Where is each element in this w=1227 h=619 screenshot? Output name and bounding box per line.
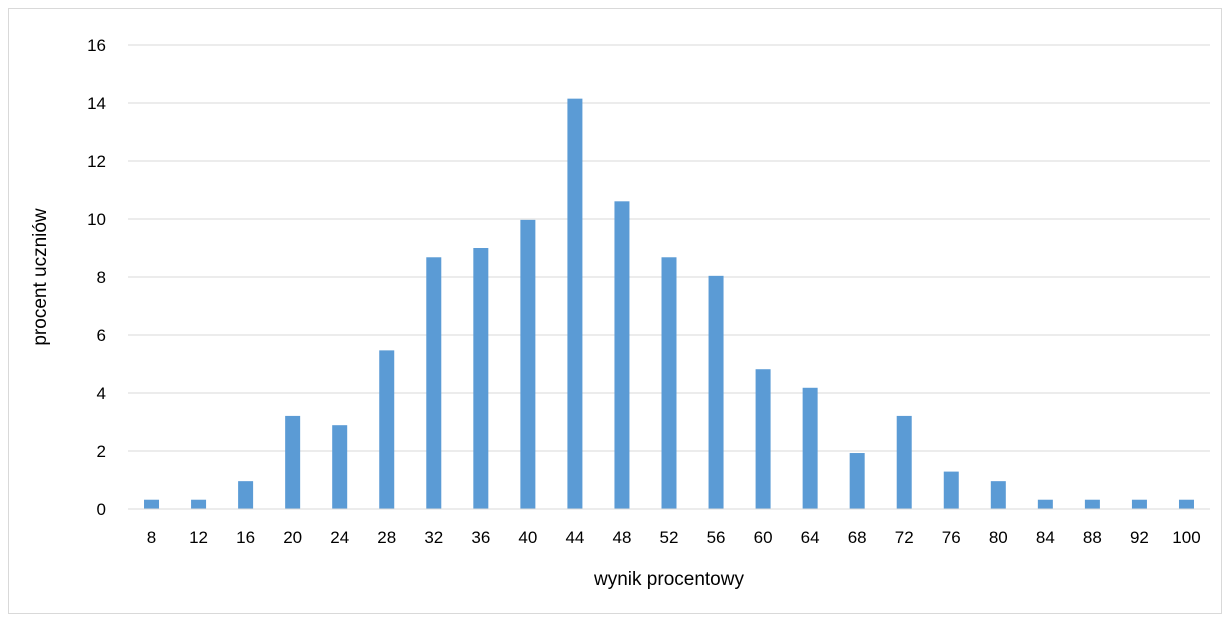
x-tick-label: 100	[1172, 528, 1200, 547]
bar-72	[896, 415, 912, 509]
y-tick-label: 16	[87, 36, 106, 55]
bar-84	[1037, 499, 1053, 509]
bar-60	[755, 369, 771, 509]
x-tick-label: 44	[565, 528, 584, 547]
x-tick-label: 40	[518, 528, 537, 547]
bar-16	[238, 481, 254, 509]
x-tick-label: 8	[147, 528, 156, 547]
y-tick-label: 6	[97, 326, 106, 345]
x-tick-label: 80	[989, 528, 1008, 547]
x-tick-label: 72	[895, 528, 914, 547]
bar-28	[379, 350, 395, 509]
x-tick-label: 28	[377, 528, 396, 547]
x-axis-ticks: 8 12 16 20 24 28 32 36 40 44 48 52 56 60 64 68 72 76 80 84 8…	[147, 528, 1201, 547]
bar-88	[1084, 499, 1100, 509]
bar-64	[802, 387, 818, 509]
x-tick-label: 36	[471, 528, 490, 547]
bar-32	[426, 257, 442, 509]
x-tick-label: 52	[660, 528, 679, 547]
bar-44	[567, 98, 583, 510]
bar-80	[990, 481, 1006, 509]
y-tick-label: 14	[87, 94, 106, 113]
x-tick-label: 12	[189, 528, 208, 547]
bar-100	[1178, 499, 1194, 509]
bar-24	[332, 425, 348, 509]
y-tick-label: 8	[97, 268, 106, 287]
x-tick-label: 88	[1083, 528, 1102, 547]
gridlines	[128, 44, 1210, 452]
x-tick-label: 20	[283, 528, 302, 547]
y-tick-label: 12	[87, 152, 106, 171]
x-tick-label: 48	[612, 528, 631, 547]
x-tick-label: 68	[848, 528, 867, 547]
x-tick-label: 16	[236, 528, 255, 547]
bar-20	[285, 415, 301, 509]
x-tick-label: 64	[801, 528, 820, 547]
bar-12	[191, 499, 207, 509]
bar-76	[943, 471, 959, 509]
y-tick-label: 0	[97, 500, 106, 519]
bar-8	[144, 499, 160, 509]
bar-68	[849, 453, 865, 509]
y-tick-label: 10	[87, 210, 106, 229]
bars	[144, 98, 1194, 510]
x-tick-label: 60	[754, 528, 773, 547]
x-tick-label: 84	[1036, 528, 1055, 547]
x-tick-label: 24	[330, 528, 349, 547]
bar-52	[661, 257, 677, 509]
x-tick-label: 56	[707, 528, 726, 547]
x-tick-label: 76	[942, 528, 961, 547]
bar-36	[473, 248, 489, 509]
y-tick-label: 2	[97, 442, 106, 461]
x-tick-label: 32	[424, 528, 443, 547]
y-axis-ticks: 0 2 4 6 8 10 12 14 16	[87, 36, 106, 519]
bar-56	[708, 275, 724, 509]
y-axis-title: procent uczniów	[30, 208, 51, 346]
y-tick-label: 4	[97, 384, 106, 403]
x-tick-label: 92	[1130, 528, 1149, 547]
x-axis-title: wynik procentowy	[593, 569, 744, 590]
bar-40	[520, 219, 536, 509]
bar-92	[1131, 499, 1147, 509]
bar-48	[614, 201, 630, 509]
